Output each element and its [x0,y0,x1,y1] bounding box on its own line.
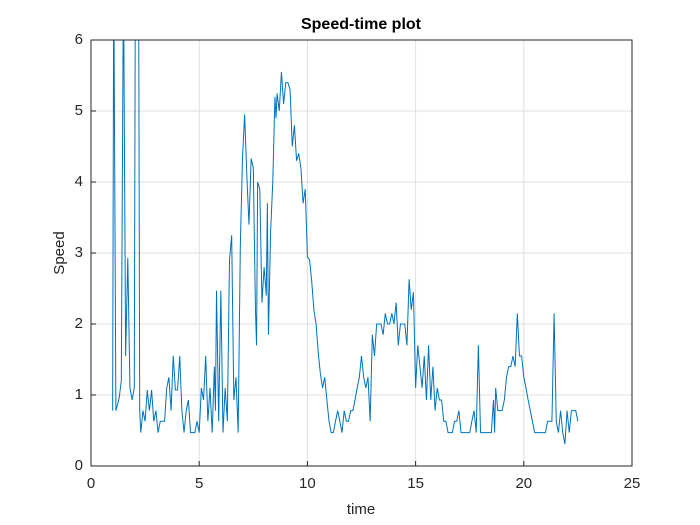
x-tick-label: 25 [624,475,641,492]
x-tick-label: 15 [407,475,424,492]
y-axis-label: Speed [51,231,68,274]
series-line [112,40,579,445]
x-tick-label: 20 [515,475,532,492]
y-tick-label: 0 [75,457,83,474]
y-tick-label: 5 [75,102,83,119]
lines [112,40,579,445]
chart-title: Speed-time plot [301,16,422,33]
y-tick-label: 1 [75,386,83,403]
y-tick-label: 3 [75,244,83,261]
x-tick-label: 10 [299,475,316,492]
x-tick-label: 0 [87,475,95,492]
y-tick-label: 6 [75,31,83,48]
y-tick-label: 2 [75,315,83,332]
y-tick-label: 4 [75,173,83,190]
x-tick-label: 5 [195,475,203,492]
x-axis-label: time [347,501,375,518]
